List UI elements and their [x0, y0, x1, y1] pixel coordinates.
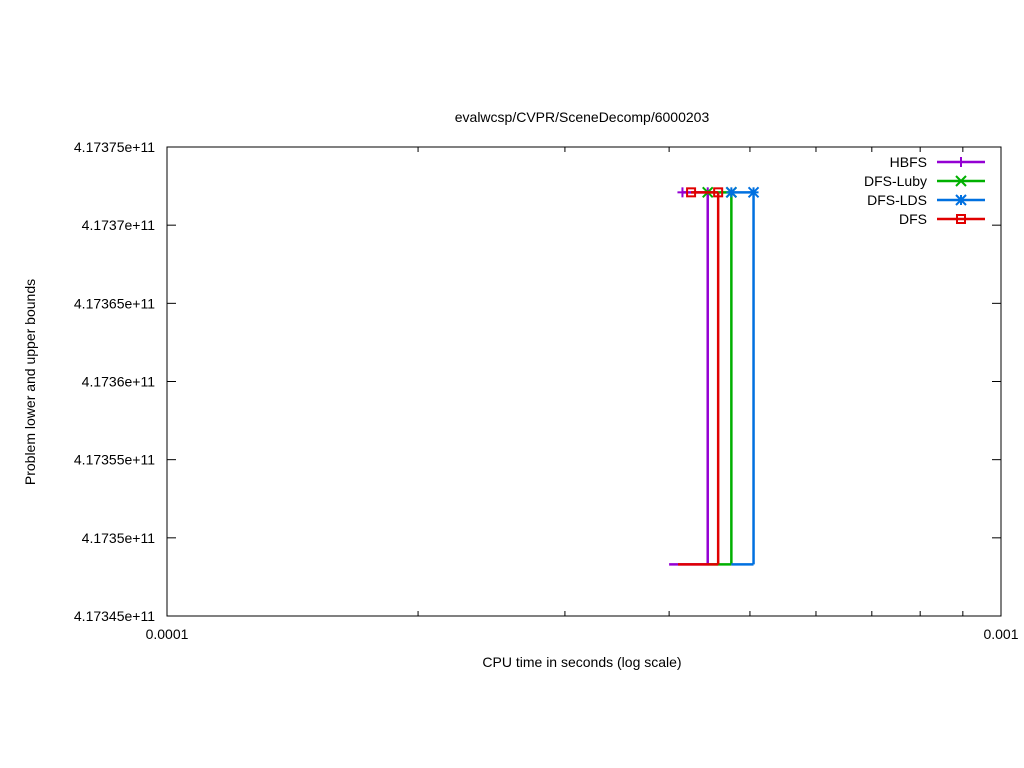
point-marker: [956, 214, 966, 224]
y-tick-label: 4.1735e+11: [82, 530, 156, 546]
y-axis-label: Problem lower and upper bounds: [22, 279, 38, 485]
legend-label: DFS-Luby: [864, 173, 927, 189]
y-tick-label: 4.17375e+11: [74, 139, 155, 155]
y-axis: 4.17345e+11 4.1735e+11 4.17355e+11 4.1736e+…: [74, 139, 1001, 624]
legend-item: DFS-LDS: [867, 192, 985, 208]
legend-label: HBFS: [890, 154, 927, 170]
point-marker: [713, 187, 724, 198]
y-tick-label: 4.1736e+11: [82, 374, 156, 390]
legend-item: HBFS: [890, 154, 985, 170]
legend-label: DFS-LDS: [867, 192, 927, 208]
x-tick-label: 0.0001: [146, 626, 189, 642]
x-tick-label: 0.001: [983, 626, 1018, 642]
y-tick-label: 4.17355e+11: [74, 452, 155, 468]
point-marker: [955, 194, 967, 206]
series-dfs-lds: [725, 186, 760, 566]
legend-label: DFS: [899, 211, 927, 227]
legend-item: DFS-Luby: [864, 173, 985, 189]
series-layer: [669, 186, 760, 566]
chart-title: evalwcsp/CVPR/SceneDecomp/6000203: [455, 109, 710, 125]
x-axis: 0.0001 0.001: [146, 147, 1019, 642]
y-tick-label: 4.17365e+11: [74, 295, 155, 311]
point-marker: [955, 175, 967, 187]
point-marker: [686, 187, 697, 198]
plot-frame: [166, 146, 1002, 617]
x-axis-label: CPU time in seconds (log scale): [482, 654, 681, 670]
point-marker: [956, 157, 966, 167]
series-dfs: [678, 187, 724, 566]
point-marker: [725, 186, 738, 199]
point-marker: [747, 186, 760, 199]
point-marker: [677, 187, 688, 198]
y-tick-label: 4.17345e+11: [74, 608, 155, 624]
legend-item: DFS: [899, 211, 985, 227]
series-hbfs: [669, 187, 713, 566]
y-tick-label: 4.1737e+11: [82, 217, 156, 233]
legend: HBFS DFS-Luby DFS-LDS DFS: [864, 154, 985, 227]
